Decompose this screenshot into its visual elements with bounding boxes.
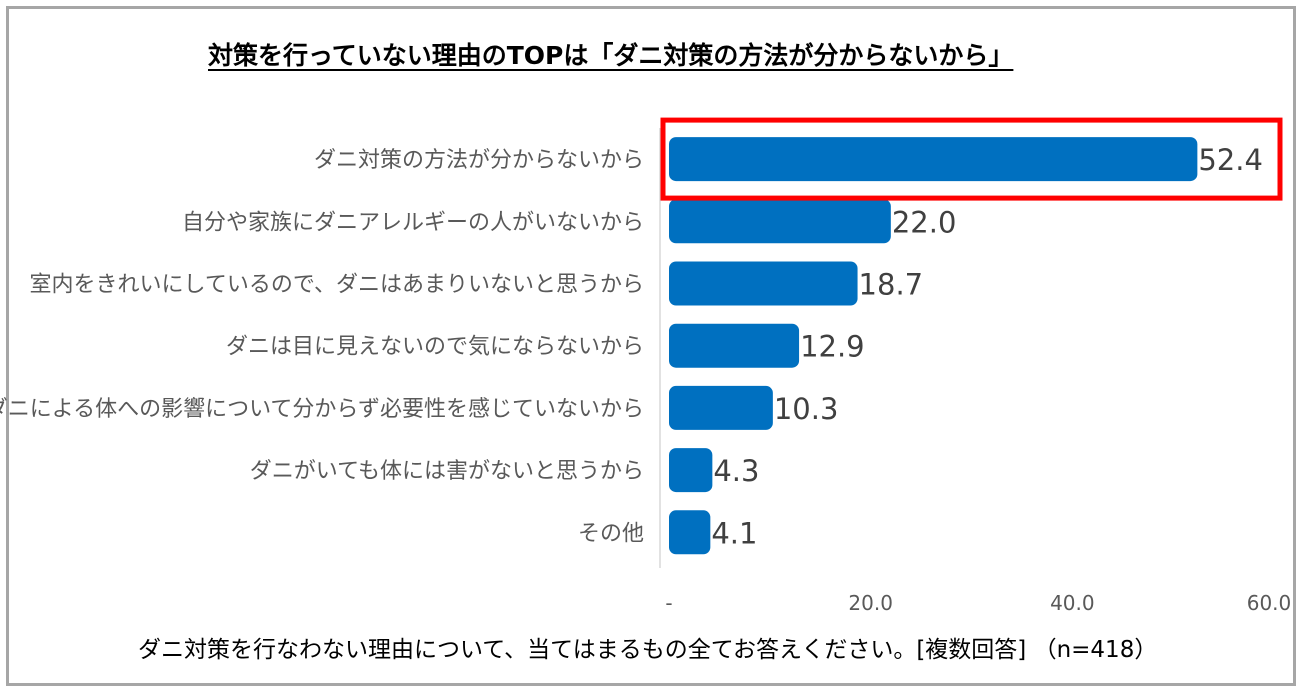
x-tick-label: - bbox=[665, 591, 672, 615]
bar bbox=[669, 385, 773, 430]
value-label: 4.3 bbox=[713, 454, 759, 488]
category-label: ダニがいても体には害がないと思うから bbox=[250, 459, 644, 484]
value-label: 18.7 bbox=[859, 268, 924, 302]
category-label: ダニ対策の方法が分からないから bbox=[314, 148, 644, 173]
chart-title: 対策を行っていない理由のTOPは「ダニ対策の方法が分からないから」 bbox=[208, 41, 1014, 70]
value-label: 22.0 bbox=[892, 205, 957, 239]
bar bbox=[669, 261, 858, 306]
category-label: 室内をきれいにしているので、ダニはあまりいないと思うから bbox=[30, 273, 644, 298]
chart-caption: ダニ対策を行なわない理由について、当てはまるもの全てお答えください。[複数回答]… bbox=[138, 637, 1158, 663]
bar bbox=[669, 137, 1198, 182]
bar bbox=[669, 199, 891, 244]
category-label: その他 bbox=[578, 521, 644, 546]
x-tick-label: 40.0 bbox=[1050, 591, 1095, 615]
x-tick-label: 60.0 bbox=[1247, 591, 1292, 615]
bar bbox=[669, 323, 800, 368]
value-label: 12.9 bbox=[800, 330, 865, 364]
value-label: 52.4 bbox=[1198, 143, 1263, 177]
value-label: 10.3 bbox=[774, 392, 839, 426]
category-label: ダニによる体への影響について分からず必要性を感じていないから bbox=[0, 397, 644, 422]
category-label: ダニは目に見えないので気にならないから bbox=[226, 335, 644, 360]
x-tick-label: 20.0 bbox=[848, 591, 893, 615]
highlight-box bbox=[660, 117, 1283, 201]
bar bbox=[669, 510, 711, 555]
category-label: 自分や家族にダニアレルギーの人がいないから bbox=[182, 210, 644, 235]
value-label: 4.1 bbox=[711, 516, 757, 550]
bar bbox=[669, 448, 713, 493]
